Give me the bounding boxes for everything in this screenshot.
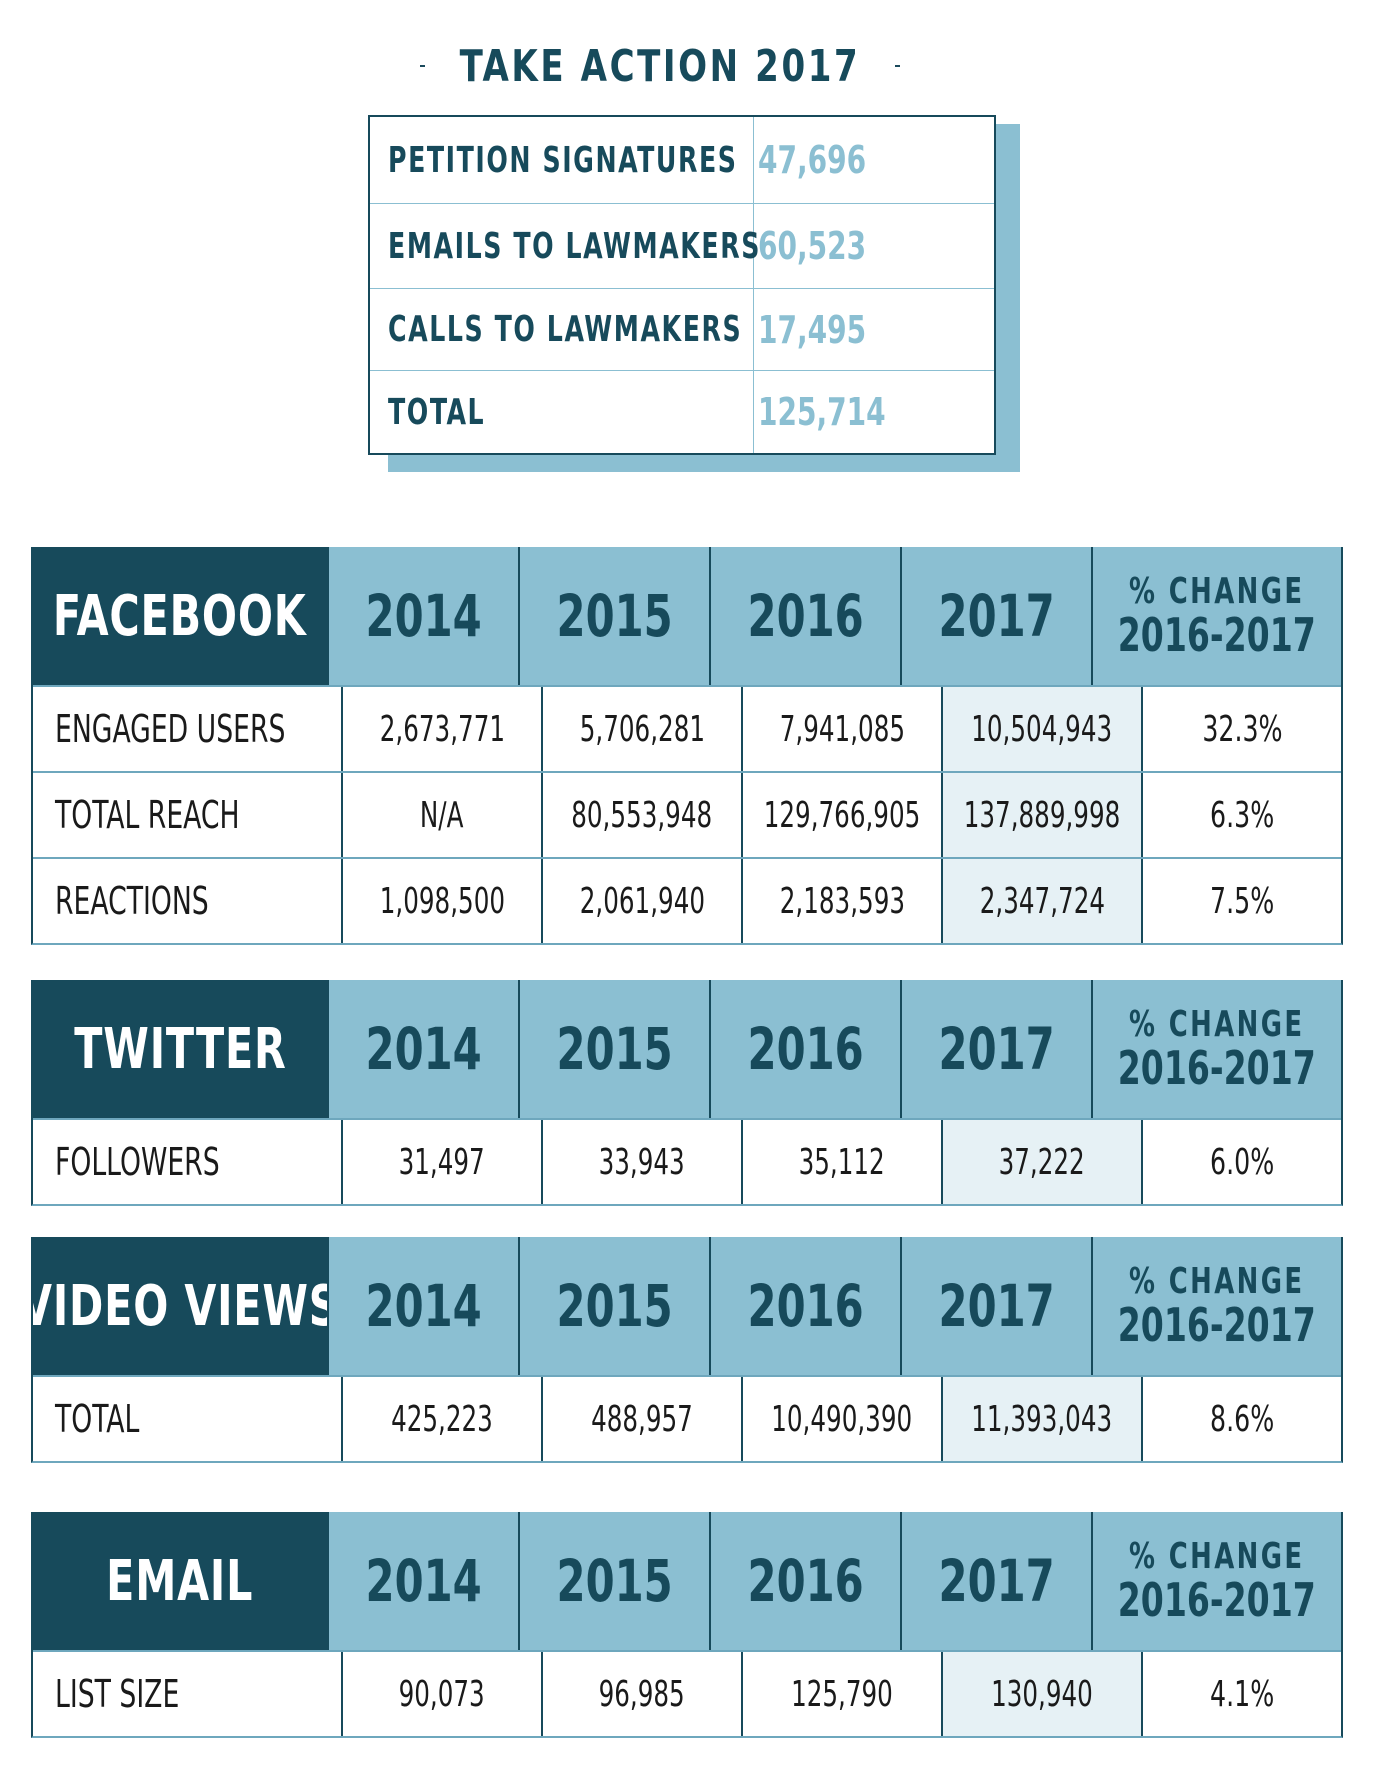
table-title: EMAIL — [33, 1512, 328, 1650]
cell-value: 31,497 — [341, 1120, 541, 1204]
cell-value: 2,061,940 — [541, 859, 741, 943]
year-header: 2015 — [518, 1512, 710, 1650]
cell-value: 10,490,390 — [741, 1377, 941, 1461]
cell-value: 2,183,593 — [741, 859, 941, 943]
cell-value: 5,706,281 — [541, 687, 741, 771]
take-action-row: PETITION SIGNATURES 47,696 — [370, 117, 994, 204]
cell-value-highlight: 37,222 — [941, 1120, 1141, 1204]
title-rule-left — [420, 65, 426, 67]
table-row: ENGAGED USERS 2,673,771 5,706,281 7,941,… — [33, 685, 1341, 771]
year-header: 2016 — [709, 1512, 901, 1650]
cell-value: 7,941,085 — [741, 687, 941, 771]
cell-value: 80,553,948 — [541, 773, 741, 857]
year-header: 2014 — [327, 980, 519, 1118]
year-header: 2017 — [900, 980, 1092, 1118]
video-views-table: VIDEO VIEWS 2014 2015 2016 2017 % CHANGE… — [31, 1237, 1343, 1463]
page-title: TAKE ACTION 2017 — [459, 40, 861, 92]
cell-value-highlight: 11,393,043 — [941, 1377, 1141, 1461]
twitter-table: TWITTER 2014 2015 2016 2017 % CHANGE 201… — [31, 980, 1343, 1206]
take-action-divider — [753, 117, 754, 453]
change-header: % CHANGE 2016-2017 — [1091, 547, 1341, 685]
cell-value: 1,098,500 — [341, 859, 541, 943]
cell-value: N/A — [341, 773, 541, 857]
cell-value: 488,957 — [541, 1377, 741, 1461]
year-header: 2016 — [709, 980, 901, 1118]
table-title: VIDEO VIEWS — [33, 1237, 328, 1375]
table-row: REACTIONS 1,098,500 2,061,940 2,183,593 … — [33, 857, 1341, 943]
row-label: LIST SIZE — [55, 1672, 180, 1716]
year-header: 2016 — [709, 547, 901, 685]
cell-change: 6.3% — [1141, 773, 1341, 857]
take-action-value: 125,714 — [758, 390, 886, 434]
cell-value: 96,985 — [541, 1652, 741, 1736]
change-header: % CHANGE 2016-2017 — [1091, 1237, 1341, 1375]
table-row: FOLLOWERS 31,497 33,943 35,112 37,222 6.… — [33, 1118, 1341, 1204]
year-header: 2015 — [518, 547, 710, 685]
take-action-label: PETITION SIGNATURES — [388, 139, 738, 181]
cell-value-highlight: 137,889,998 — [941, 773, 1141, 857]
row-label: REACTIONS — [55, 879, 209, 923]
table-header: FACEBOOK 2014 2015 2016 2017 % CHANGE 20… — [33, 547, 1341, 685]
year-header: 2014 — [327, 1512, 519, 1650]
change-header: % CHANGE 2016-2017 — [1091, 980, 1341, 1118]
table-row: TOTAL 425,223 488,957 10,490,390 11,393,… — [33, 1375, 1341, 1461]
table-title: TWITTER — [33, 980, 328, 1118]
cell-value: 125,790 — [741, 1652, 941, 1736]
year-header: 2017 — [900, 547, 1092, 685]
cell-value: 129,766,905 — [741, 773, 941, 857]
row-label: TOTAL — [55, 1397, 140, 1441]
cell-change: 32.3% — [1141, 687, 1341, 771]
cell-value: 90,073 — [341, 1652, 541, 1736]
take-action-value: 17,495 — [758, 307, 867, 352]
cell-value: 35,112 — [741, 1120, 941, 1204]
table-header: TWITTER 2014 2015 2016 2017 % CHANGE 201… — [33, 980, 1341, 1118]
take-action-table: PETITION SIGNATURES 47,696 EMAILS TO LAW… — [368, 115, 996, 455]
year-header: 2015 — [518, 980, 710, 1118]
table-header: EMAIL 2014 2015 2016 2017 % CHANGE 2016-… — [33, 1512, 1341, 1650]
take-action-label: CALLS TO LAWMAKERS — [388, 309, 743, 350]
year-header: 2017 — [900, 1512, 1092, 1650]
table-header: VIDEO VIEWS 2014 2015 2016 2017 % CHANGE… — [33, 1237, 1341, 1375]
facebook-table: FACEBOOK 2014 2015 2016 2017 % CHANGE 20… — [31, 547, 1343, 945]
page-title-block: TAKE ACTION 2017 — [420, 38, 900, 94]
year-header: 2014 — [327, 1237, 519, 1375]
cell-value: 2,673,771 — [341, 687, 541, 771]
take-action-row: TOTAL 125,714 — [370, 371, 994, 453]
cell-value-highlight: 2,347,724 — [941, 859, 1141, 943]
email-table: EMAIL 2014 2015 2016 2017 % CHANGE 2016-… — [31, 1512, 1343, 1738]
table-title: FACEBOOK — [33, 547, 328, 685]
title-rule-right — [894, 65, 900, 67]
take-action-row: CALLS TO LAWMAKERS 17,495 — [370, 289, 994, 371]
year-header: 2015 — [518, 1237, 710, 1375]
cell-change: 7.5% — [1141, 859, 1341, 943]
change-header: % CHANGE 2016-2017 — [1091, 1512, 1341, 1650]
cell-change: 6.0% — [1141, 1120, 1341, 1204]
take-action-value: 60,523 — [758, 224, 867, 268]
table-row: TOTAL REACH N/A 80,553,948 129,766,905 1… — [33, 771, 1341, 857]
row-label: FOLLOWERS — [55, 1140, 220, 1184]
year-header: 2016 — [709, 1237, 901, 1375]
take-action-label: TOTAL — [388, 391, 486, 433]
take-action-value: 47,696 — [758, 138, 867, 182]
take-action-row: EMAILS TO LAWMAKERS 60,523 — [370, 204, 994, 289]
table-row: LIST SIZE 90,073 96,985 125,790 130,940 … — [33, 1650, 1341, 1736]
row-label: TOTAL REACH — [55, 793, 240, 837]
cell-value-highlight: 10,504,943 — [941, 687, 1141, 771]
cell-change: 4.1% — [1141, 1652, 1341, 1736]
cell-change: 8.6% — [1141, 1377, 1341, 1461]
cell-value: 33,943 — [541, 1120, 741, 1204]
take-action-label: EMAILS TO LAWMAKERS — [388, 225, 762, 267]
cell-value-highlight: 130,940 — [941, 1652, 1141, 1736]
year-header: 2014 — [327, 547, 519, 685]
row-label: ENGAGED USERS — [55, 707, 286, 751]
year-header: 2017 — [900, 1237, 1092, 1375]
cell-value: 425,223 — [341, 1377, 541, 1461]
